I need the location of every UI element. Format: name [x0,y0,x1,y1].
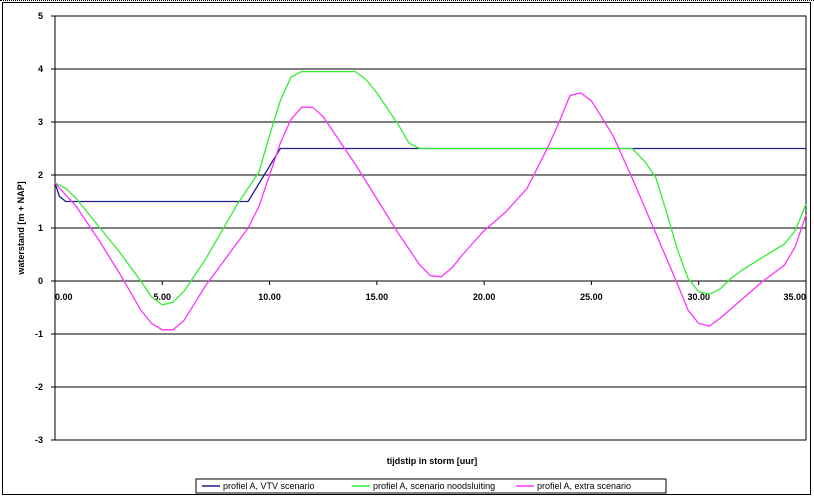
legend-label: profiel A, extra scenario [537,481,631,491]
y-tick-label: -2 [35,382,43,392]
series-line-2 [54,70,807,306]
series-line-3 [54,92,807,331]
legend-box [195,478,667,494]
y-tick-label: 2 [38,170,43,180]
x-tick-label: 0.00 [55,292,73,302]
legend-label: profiel A, VTV scenario [223,481,315,491]
x-axis-label: tijdstip in storm [uur] [387,456,478,466]
legend: profiel A, VTV scenario profiel A, scenar… [195,478,667,494]
plot-area [54,15,807,441]
y-tick-label: -1 [35,329,43,339]
y-tick-label: 1 [38,223,43,233]
series-line-1 [54,147,806,203]
x-tick-label: 15.00 [366,292,389,302]
y-tick-label: 3 [38,117,43,127]
x-tick-label: 10.00 [258,292,281,302]
y-axis-label: waterstand [m + NAP] [16,181,26,275]
series-layer [54,70,807,331]
x-tick-label: 30.00 [687,292,710,302]
x-tick-label: 5.00 [154,292,172,302]
x-tick-label: 35.00 [783,292,806,302]
x-tick-label: 25.00 [580,292,603,302]
x-tick-label: 20.00 [473,292,496,302]
top-border-line [0,0,814,1]
legend-label: profiel A, scenario noodsluiting [373,481,495,491]
y-axis-ticks: -3 -2 -1 0 1 2 3 4 5 [35,11,55,445]
y-tick-label: -3 [35,435,43,445]
y-tick-label: 4 [38,64,43,74]
y-tick-label: 0 [38,276,43,286]
y-tick-label: 5 [38,11,43,21]
x-axis-ticks: 0.00 5.00 10.00 15.00 20.00 25.00 30.00 35.00 [54,281,807,302]
